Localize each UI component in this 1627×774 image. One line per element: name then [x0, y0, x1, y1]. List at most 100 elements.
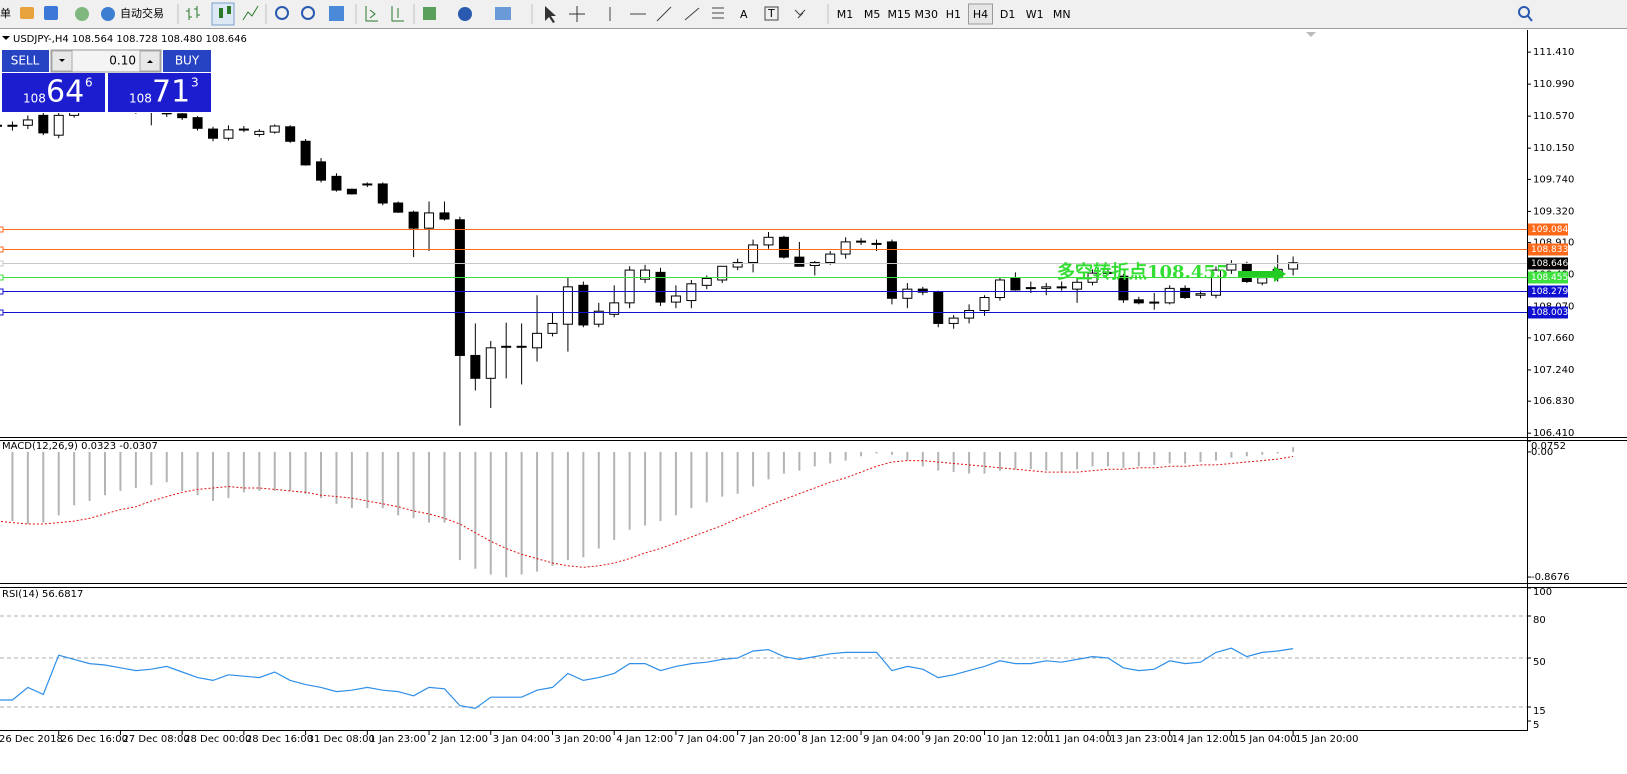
rsi-line — [0, 647, 1294, 710]
icon-market[interactable] — [44, 6, 58, 20]
ask-box[interactable] — [108, 73, 211, 112]
icon-zoom-out[interactable] — [301, 6, 315, 20]
candle-body — [871, 242, 882, 245]
rsi-plot — [0, 647, 1294, 710]
buy-button[interactable] — [163, 50, 211, 72]
candle-body — [1133, 299, 1144, 304]
candle-body — [362, 183, 373, 186]
ask-small: 3 — [191, 76, 199, 90]
macd-title: MACD(12,26,9) 0.0323 -0.0307 — [2, 441, 158, 452]
timeframe-button[interactable]: H4 — [973, 8, 988, 21]
lot-up-arrow — [147, 60, 153, 63]
level-label-box — [1528, 285, 1568, 298]
timeframe-button[interactable]: H1 — [946, 8, 961, 21]
timeframe-button[interactable]: D1 — [1000, 8, 1015, 21]
y-tick-label: 50 — [1533, 657, 1546, 668]
candle-body — [964, 309, 975, 319]
icon-periods[interactable] — [458, 7, 472, 21]
label-tool-box[interactable] — [764, 6, 779, 21]
candle-body — [1180, 287, 1191, 299]
icon-line[interactable] — [242, 5, 259, 21]
timeframe-button[interactable]: W1 — [1026, 8, 1044, 21]
candle-body — [886, 241, 897, 299]
header-arrow — [2, 36, 10, 40]
label-tool[interactable]: T — [767, 7, 775, 20]
candle-body — [1195, 293, 1206, 296]
annotation: 多空转折点108.455 — [1057, 261, 1228, 283]
x-tick-label: 10 Jan 12:00 — [987, 734, 1050, 745]
icon-cursor[interactable] — [545, 6, 556, 23]
lot-box[interactable] — [50, 49, 162, 73]
y-tick-label: -0.8676 — [1531, 572, 1570, 583]
level-marker — [0, 309, 4, 316]
x-tick-label: 8 Jan 12:00 — [801, 734, 858, 745]
icon-bars[interactable] — [186, 6, 200, 20]
icon-templates[interactable] — [495, 7, 511, 20]
sell-label[interactable]: SELL — [11, 54, 40, 68]
candle-body — [532, 332, 543, 349]
icon-search[interactable] — [1518, 6, 1530, 18]
autotrade-label[interactable]: 自动交易 — [120, 6, 164, 20]
candle-body — [1118, 275, 1129, 301]
x-tick-label: 15 Jan 04:00 — [1233, 734, 1296, 745]
annotation-arrow — [1238, 266, 1286, 282]
level-label-box — [1528, 257, 1568, 270]
level-label-box — [1528, 223, 1568, 236]
candle-body — [408, 211, 419, 229]
toolbar-bg — [0, 0, 1627, 28]
timeframe-button[interactable]: M30 — [915, 8, 939, 21]
candle-body — [547, 322, 558, 334]
text-tool[interactable]: A — [740, 8, 748, 21]
x-tick-label: 13 Jan 23:00 — [1110, 734, 1173, 745]
x-tick-label: 28 Dec 16:00 — [246, 734, 313, 745]
x-tick-label: 9 Jan 20:00 — [925, 734, 982, 745]
icon-draw-tools[interactable] — [609, 6, 724, 22]
x-tick-label: 9 Jan 04:00 — [863, 734, 920, 745]
y-tick-label: 80 — [1533, 615, 1546, 626]
y-tick-label: 0.00 — [1531, 447, 1553, 458]
icon-candles[interactable] — [219, 6, 231, 18]
candle-body — [825, 253, 836, 263]
candle-body — [840, 241, 851, 255]
icon-autoscroll[interactable] — [365, 6, 378, 22]
candle-body — [1072, 281, 1083, 290]
icon-tile[interactable] — [329, 6, 344, 21]
icon-zoom-in[interactable] — [275, 6, 289, 20]
buy-label[interactable]: BUY — [175, 54, 200, 68]
icon-crosshair[interactable] — [569, 6, 585, 22]
icon-shift[interactable] — [391, 6, 404, 22]
timeframe-button[interactable]: M15 — [887, 8, 911, 21]
icon-signals[interactable] — [75, 7, 89, 21]
icon-autotrade[interactable] — [101, 7, 115, 21]
icon-arrows[interactable] — [794, 9, 806, 19]
sell-button[interactable] — [2, 50, 49, 72]
macd-plot — [0, 447, 1295, 578]
candle-body — [1025, 287, 1036, 290]
candle-body — [578, 284, 589, 326]
timeframe-button[interactable]: M1 — [837, 8, 854, 21]
candle-body — [454, 219, 465, 356]
x-tick-label: 28 Dec 00:00 — [184, 734, 251, 745]
candle-body — [778, 236, 789, 258]
timeframe-button[interactable]: MN — [1053, 8, 1071, 21]
y-tick-label: 106.410 — [1533, 428, 1574, 439]
icon-indicators[interactable] — [423, 7, 436, 20]
lot-value[interactable]: 0.10 — [109, 54, 136, 68]
y-tick-label: 111.410 — [1533, 47, 1574, 58]
candle-body — [439, 212, 450, 220]
candle-body — [856, 240, 867, 243]
candle-body — [208, 128, 219, 139]
level-label: 108.833 — [1531, 245, 1568, 255]
menu-label[interactable]: 单 — [0, 7, 11, 20]
rsi-title: RSI(14) 56.6817 — [2, 589, 83, 600]
candle-body — [254, 130, 265, 135]
x-tick-label: 15 Jan 20:00 — [1295, 734, 1358, 745]
x-tick-label: 3 Jan 20:00 — [554, 734, 611, 745]
icon-open[interactable] — [20, 7, 34, 19]
candle-body — [269, 125, 280, 133]
level-label-box — [1528, 243, 1568, 256]
bid-box[interactable] — [2, 73, 105, 112]
candle-body — [1149, 301, 1160, 304]
candle-body — [1056, 286, 1067, 289]
timeframe-button[interactable]: M5 — [864, 8, 881, 21]
